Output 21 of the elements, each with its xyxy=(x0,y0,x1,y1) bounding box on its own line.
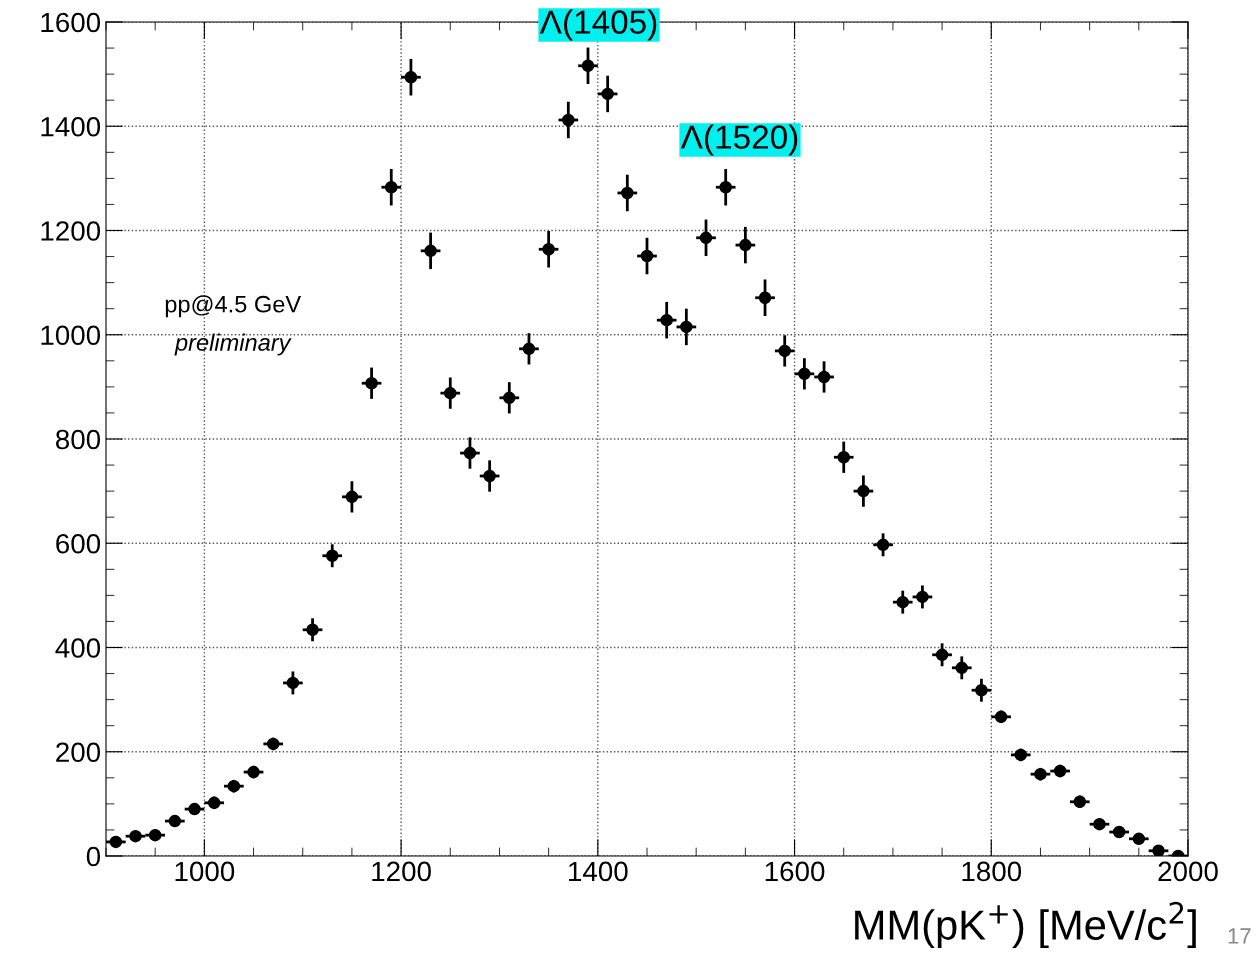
annotation: Λ(1520) xyxy=(680,124,798,156)
y-tick-label: 1600 xyxy=(41,12,101,33)
x-tick-label: 1800 xyxy=(962,861,1022,882)
y-tick-label: 1200 xyxy=(41,221,101,241)
x-tick-label: 1400 xyxy=(569,861,628,882)
annotation: pp@4.5 GeV xyxy=(165,295,302,318)
x-tick-label: 1000 xyxy=(175,861,235,882)
x-tick-label: 1200 xyxy=(372,861,431,882)
annotation: Λ(1405) xyxy=(539,9,657,41)
y-tick-label: 400 xyxy=(55,638,101,658)
x-tick-label: 1600 xyxy=(765,861,825,882)
y-tick-label: 800 xyxy=(56,429,101,450)
x-axis-title: MM(pK$^{+}$) [MeV/c$^{2}$] xyxy=(855,901,1196,949)
annotation: preliminary xyxy=(174,333,292,356)
y-tick-label: 1400 xyxy=(41,116,101,137)
y-tick-label: 600 xyxy=(56,533,101,554)
y-tick-label: 200 xyxy=(56,742,101,763)
x-tick-label: 2000 xyxy=(1158,861,1218,882)
y-tick-label: 1000 xyxy=(41,325,101,346)
text: 17 xyxy=(1228,928,1251,944)
y-tick-label: 0 xyxy=(86,846,101,867)
